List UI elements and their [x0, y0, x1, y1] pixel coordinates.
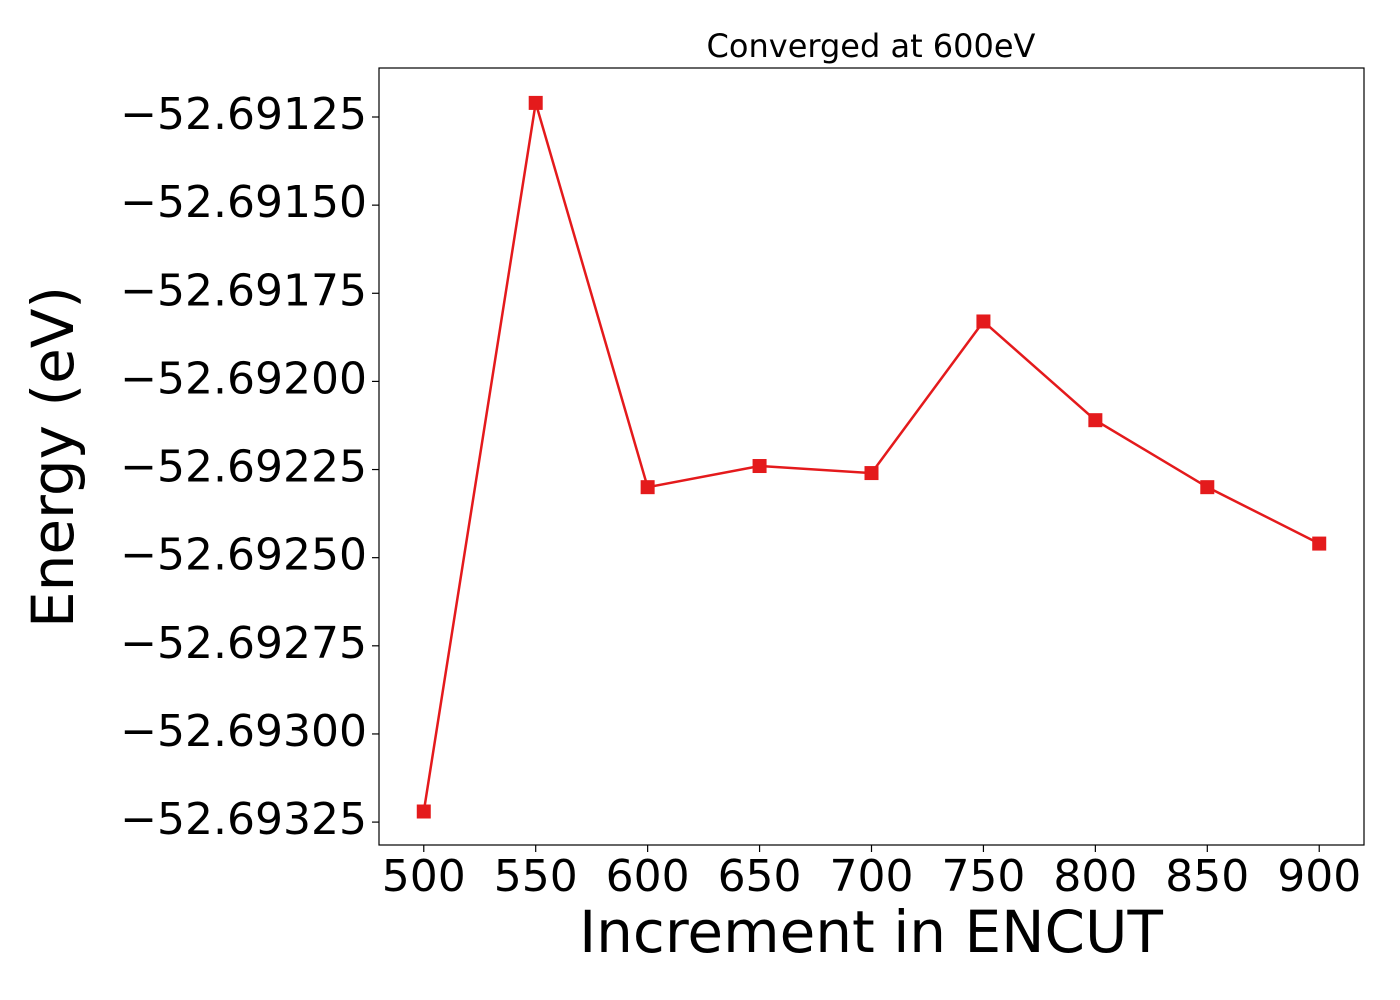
marker [864, 466, 879, 481]
y-axis-label: Energy (eV) [19, 286, 87, 628]
y-tick-label: −52.69225 [120, 442, 367, 493]
x-tick-label: 500 [382, 851, 466, 902]
marker [640, 480, 655, 495]
marker [416, 804, 431, 819]
plot-frame [378, 67, 1365, 846]
marker [528, 95, 543, 110]
y-tick-label: −52.69150 [120, 177, 367, 228]
x-tick-label: 750 [941, 851, 1025, 902]
marker [976, 314, 991, 329]
y-tick-label: −52.69275 [120, 618, 367, 669]
y-tick-label: −52.69125 [120, 89, 367, 140]
x-tick-label: 900 [1277, 851, 1361, 902]
marker [1200, 480, 1215, 495]
marker [752, 459, 767, 474]
x-tick-label: 600 [606, 851, 690, 902]
y-tick-label: −52.69325 [120, 794, 367, 845]
marker [1088, 413, 1103, 428]
x-tick-label: 650 [718, 851, 802, 902]
x-tick-label: 550 [494, 851, 578, 902]
y-tick-label: −52.69175 [120, 265, 367, 316]
line [422, 102, 1320, 812]
y-tick-label: −52.69200 [120, 353, 367, 404]
marker [1312, 536, 1327, 551]
y-tick-label: −52.69300 [120, 706, 367, 757]
chart-title: Converged at 600eV [707, 27, 1036, 65]
x-tick-label: 700 [830, 851, 914, 902]
y-tick-label: −52.69250 [120, 530, 367, 581]
x-axis-label: Increment in ENCUT [579, 898, 1163, 966]
x-tick-label: 800 [1053, 851, 1137, 902]
x-tick-label: 850 [1165, 851, 1249, 902]
